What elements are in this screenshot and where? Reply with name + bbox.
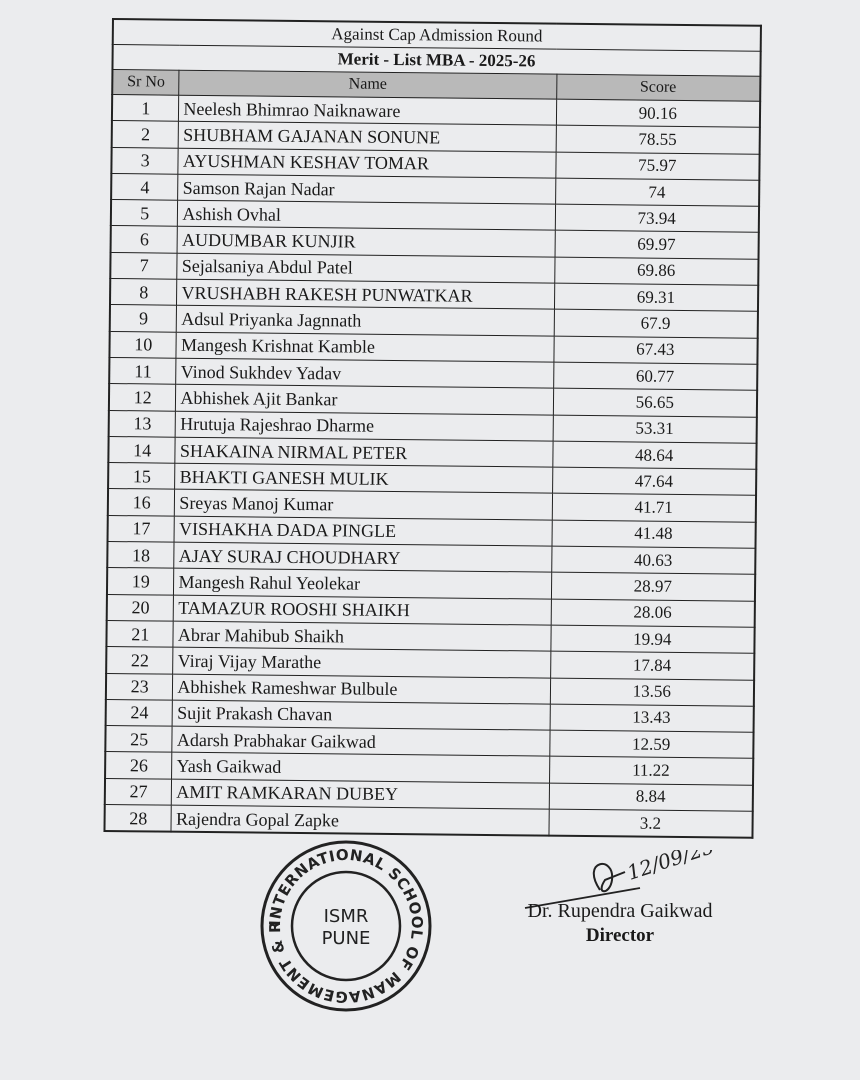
sr-no-cell: 12 <box>108 383 177 411</box>
signatory-name: Dr. Rupendra Gaikwad <box>527 900 713 922</box>
name-cell: BHAKTI GANESH MULIK <box>175 463 553 494</box>
merit-list-sheet: Against Cap Admission Round Merit - List… <box>103 18 762 840</box>
score-cell: 3.2 <box>548 809 753 839</box>
sr-no-cell: 14 <box>108 436 176 464</box>
name-cell: Yash Gaikwad <box>171 752 550 783</box>
score-cell: 67.9 <box>553 309 758 338</box>
score-cell: 74 <box>555 178 760 207</box>
sr-no-cell: 2 <box>111 120 179 148</box>
score-cell: 40.63 <box>551 546 756 575</box>
score-cell: 69.86 <box>554 256 759 286</box>
sr-no-cell: 20 <box>106 594 174 622</box>
sr-no-cell: 11 <box>109 357 177 385</box>
sr-no-cell: 3 <box>111 147 179 175</box>
stamp-center-line-1: ISMR <box>324 906 369 927</box>
sr-no-cell: 28 <box>104 804 172 832</box>
sr-no-cell: 4 <box>111 173 179 201</box>
name-cell: Samson Rajan Nadar <box>178 174 556 205</box>
name-cell: Abrar Mahibub Shaikh <box>173 621 551 652</box>
score-cell: 56.65 <box>552 388 758 417</box>
sr-no-cell: 7 <box>110 252 178 280</box>
score-cell: 69.97 <box>554 230 759 260</box>
sr-no-cell: 21 <box>106 620 174 648</box>
name-cell: Sujit Prakash Chavan <box>172 700 550 731</box>
sr-no-cell: 24 <box>105 699 173 727</box>
score-cell: 48.64 <box>552 440 757 470</box>
score-cell: 53.31 <box>552 414 757 444</box>
name-cell: VISHAKHA DADA PINGLE <box>174 515 552 547</box>
sr-no-cell: 13 <box>108 410 176 438</box>
header-sr-no: Sr No <box>112 69 180 96</box>
name-cell: Mangesh Krishnat Kamble <box>176 331 554 363</box>
score-cell: 41.71 <box>551 493 757 523</box>
stamp-center-line-2: PUNE <box>322 928 371 949</box>
sr-no-cell: 9 <box>109 304 177 332</box>
name-cell: AJAY SURAJ CHOUDHARY <box>174 542 552 573</box>
score-cell: 75.97 <box>555 151 760 181</box>
name-cell: SHUBHAM GAJANAN SONUNE <box>178 121 556 152</box>
sr-no-cell: 10 <box>109 331 177 359</box>
score-cell: 8.84 <box>548 782 754 812</box>
institute-stamp: INTERNATIONAL SCHOOL OF MANAGEMENT & RES… <box>258 838 432 1012</box>
signature-date: 12/09/25 <box>624 850 717 885</box>
score-cell: 78.55 <box>555 125 760 154</box>
score-cell: 41.48 <box>551 519 756 549</box>
sr-no-cell: 18 <box>107 541 175 569</box>
sr-no-cell: 16 <box>107 488 176 516</box>
score-cell: 19.94 <box>550 625 755 654</box>
name-cell: Mangesh Rahul Yeolekar <box>173 568 552 599</box>
sr-no-cell: 27 <box>104 778 172 806</box>
table-row: 28 Rajendra Gopal Zapke 3.2 <box>104 804 753 839</box>
name-cell: AUDUMBAR KUNJIR <box>177 226 555 257</box>
sr-no-cell: 25 <box>105 725 173 753</box>
name-cell: Sejalsaniya Abdul Patel <box>177 252 555 284</box>
score-cell: 60.77 <box>553 362 758 391</box>
signatory-title: Director <box>585 925 655 946</box>
score-cell: 13.56 <box>549 677 755 707</box>
name-cell: SHAKAINA NIRMAL PETER <box>175 437 553 468</box>
name-cell: AMIT RAMKARAN DUBEY <box>171 778 550 810</box>
name-cell: AYUSHMAN KESHAV TOMAR <box>178 147 556 179</box>
score-cell: 47.64 <box>552 467 757 496</box>
sr-no-cell: 22 <box>106 646 174 674</box>
handwritten-signature: 12/09/25 <box>524 850 717 909</box>
name-cell: Sreyas Manoj Kumar <box>174 489 553 520</box>
merit-list-table: Against Cap Admission Round Merit - List… <box>103 18 762 840</box>
sr-no-cell: 17 <box>107 515 175 543</box>
sr-no-cell: 1 <box>111 94 180 122</box>
score-cell: 28.06 <box>550 598 755 628</box>
header-score: Score <box>556 74 761 102</box>
name-cell: Hrutuja Rajeshrao Dharme <box>175 410 553 441</box>
name-cell: Rajendra Gopal Zapke <box>171 805 549 836</box>
name-cell: Abhishek Ajit Bankar <box>175 384 554 415</box>
score-cell: 12.59 <box>549 730 754 759</box>
sr-no-cell: 8 <box>109 278 178 306</box>
score-cell: 28.97 <box>551 572 756 601</box>
name-cell: Adsul Priyanka Jagnnath <box>176 305 555 336</box>
name-cell: Vinod Sukhdev Yadav <box>176 358 554 389</box>
name-cell: VRUSHABH RAKESH PUNWATKAR <box>176 279 555 310</box>
name-cell: Ashish Ovhal <box>177 200 556 231</box>
sr-no-cell: 15 <box>108 462 176 490</box>
sr-no-cell: 26 <box>105 751 173 779</box>
name-cell: Viraj Vijay Marathe <box>173 647 551 678</box>
score-cell: 11.22 <box>549 756 754 785</box>
name-cell: Neelesh Bhimrao Naiknaware <box>178 95 557 126</box>
sr-no-cell: 19 <box>106 567 175 595</box>
signature-block: 12/09/25 Dr. Rupendra Gaikwad Director <box>505 850 735 947</box>
score-cell: 17.84 <box>550 651 755 680</box>
sr-no-cell: 5 <box>110 199 179 227</box>
sr-no-cell: 6 <box>110 225 178 253</box>
name-cell: Abhishek Rameshwar Bulbule <box>172 673 551 704</box>
sr-no-cell: 23 <box>105 673 174 701</box>
name-cell: Adarsh Prabhakar Gaikwad <box>172 726 550 757</box>
score-cell: 69.31 <box>554 283 759 312</box>
score-cell: 13.43 <box>549 703 754 733</box>
score-cell: 67.43 <box>553 335 758 365</box>
score-cell: 90.16 <box>555 99 761 128</box>
score-cell: 73.94 <box>554 204 760 233</box>
name-cell: TAMAZUR ROOSHI SHAIKH <box>173 594 552 626</box>
